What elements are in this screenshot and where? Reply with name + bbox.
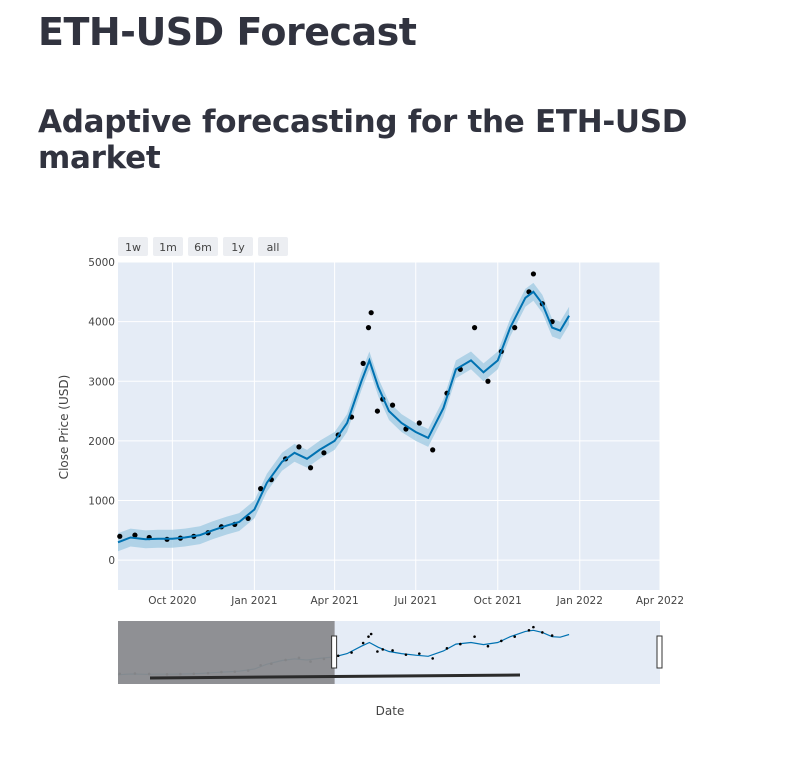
actual-point bbox=[430, 447, 436, 453]
x-axis-ticks: Oct 2020 Jan 2021 Apr 2021 Jul 2021 Oct 2021… bbox=[148, 595, 684, 607]
y-tick-label: 3000 bbox=[88, 376, 115, 388]
actual-point bbox=[307, 465, 314, 471]
range-slider-point bbox=[404, 653, 408, 656]
y-tick-label: 0 bbox=[108, 555, 115, 567]
x-tick-label: Jul 2021 bbox=[393, 595, 437, 607]
grid-lines bbox=[118, 261, 661, 590]
actual-point bbox=[296, 444, 302, 450]
range-slider-point bbox=[376, 650, 379, 653]
range-slider-point bbox=[431, 657, 434, 660]
range-button-all[interactable]: all bbox=[258, 237, 288, 256]
actual-point bbox=[365, 325, 372, 331]
range-slider-point bbox=[486, 644, 490, 648]
svg-text:all: all bbox=[267, 241, 280, 254]
range-slider-point bbox=[473, 635, 476, 638]
x-tick-label: Oct 2021 bbox=[474, 595, 522, 607]
actual-point bbox=[374, 408, 381, 414]
range-slider-left-handle[interactable] bbox=[331, 635, 338, 669]
range-slider-point bbox=[418, 652, 421, 655]
svg-text:1y: 1y bbox=[231, 241, 245, 254]
range-slider-point bbox=[361, 641, 365, 645]
x-tick-label: Jan 2021 bbox=[230, 595, 277, 607]
y-tick-label: 2000 bbox=[88, 436, 115, 448]
range-slider-point bbox=[336, 654, 340, 658]
svg-text:1w: 1w bbox=[125, 241, 141, 254]
forecast-line bbox=[117, 290, 570, 544]
x-tick-label: Apr 2021 bbox=[311, 595, 359, 607]
range-slider[interactable] bbox=[117, 621, 663, 684]
svg-text:6m: 6m bbox=[194, 241, 212, 254]
range-slider-point bbox=[367, 635, 370, 638]
actual-point bbox=[512, 325, 518, 331]
range-slider-point bbox=[459, 642, 462, 646]
range-slider-point bbox=[527, 629, 531, 632]
actual-point bbox=[258, 486, 264, 492]
actual-point bbox=[360, 360, 366, 366]
range-slider-point bbox=[445, 647, 449, 650]
range-button-1w[interactable]: 1w bbox=[118, 237, 148, 256]
y-axis-title: Close Price (USD) bbox=[57, 375, 71, 480]
y-tick-label: 1000 bbox=[88, 496, 115, 508]
actual-point bbox=[471, 325, 478, 331]
range-slider-mask bbox=[118, 621, 335, 684]
range-slider-point bbox=[391, 649, 394, 652]
range-button-6m[interactable]: 6m bbox=[188, 237, 218, 256]
y-axis-ticks: 0 1000 2000 3000 4000 5000 bbox=[88, 257, 115, 567]
actual-point bbox=[368, 310, 374, 316]
x-tick-label: Oct 2020 bbox=[148, 595, 196, 607]
actual-point bbox=[132, 532, 138, 538]
range-slider-point bbox=[541, 631, 544, 634]
actual-point bbox=[389, 402, 396, 408]
actual-point bbox=[416, 420, 422, 426]
x-tick-label: Apr 2022 bbox=[636, 595, 684, 607]
actual-point bbox=[245, 515, 251, 522]
range-slider-point bbox=[369, 632, 373, 636]
range-slider-point bbox=[381, 648, 385, 651]
range-slider-right-handle[interactable] bbox=[656, 635, 663, 669]
y-tick-label: 5000 bbox=[88, 257, 115, 269]
actual-point bbox=[321, 450, 327, 456]
x-tick-label: Jan 2022 bbox=[556, 595, 603, 607]
page-subtitle: Adaptive forecasting for the ETH-USD mar… bbox=[38, 104, 688, 176]
x-axis-title: Date bbox=[376, 704, 405, 718]
range-slider-point bbox=[513, 635, 516, 638]
svg-text:1m: 1m bbox=[159, 241, 177, 254]
range-slider-mask-trace bbox=[149, 673, 521, 680]
y-tick-label: 4000 bbox=[88, 317, 115, 329]
range-selector: 1w 1m 6m 1y all bbox=[118, 237, 288, 256]
range-slider-point bbox=[532, 625, 535, 629]
page-title: ETH-USD Forecast bbox=[38, 10, 417, 54]
range-slider-point bbox=[550, 634, 554, 637]
actual-point bbox=[117, 533, 123, 539]
range-slider-point bbox=[350, 651, 353, 654]
range-slider-point bbox=[500, 639, 503, 643]
range-button-1m[interactable]: 1m bbox=[153, 237, 183, 256]
forecast-line-path bbox=[117, 290, 570, 544]
actual-point bbox=[530, 271, 537, 277]
actual-point bbox=[485, 378, 491, 384]
range-button-1y[interactable]: 1y bbox=[223, 237, 253, 256]
